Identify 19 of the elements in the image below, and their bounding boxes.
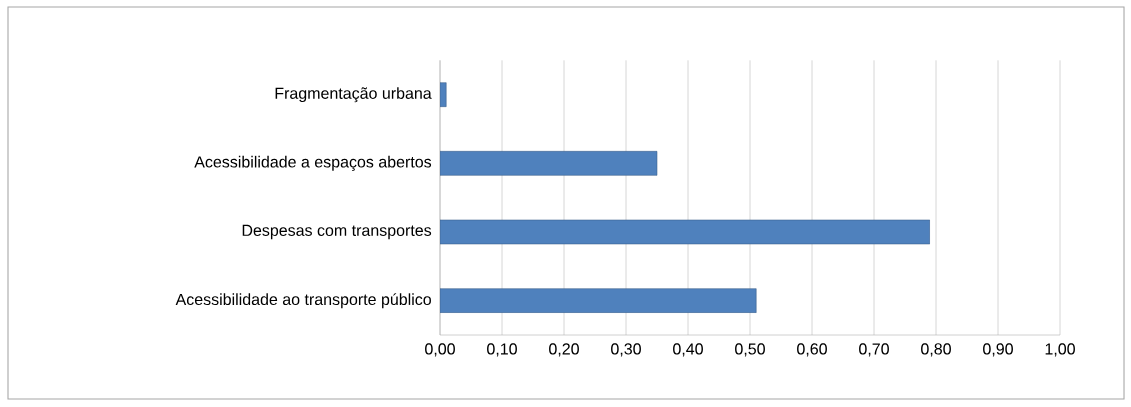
- x-tick-label: 0,90: [983, 343, 1013, 357]
- bar: [440, 288, 757, 313]
- x-tick-label: 0,20: [549, 343, 579, 357]
- bar: [440, 82, 447, 107]
- x-tick-label: 0,10: [487, 343, 517, 357]
- x-tick-label: 0,50: [735, 343, 765, 357]
- y-tick-label: Acessibilidade ao transporte público: [175, 293, 431, 309]
- x-tick-label: 0,70: [859, 343, 889, 357]
- x-tick-label: 1,00: [1045, 343, 1075, 357]
- x-tick-label: 0,80: [921, 343, 951, 357]
- y-tick-label: Fragmentação urbana: [275, 87, 432, 103]
- x-tick-label: 0,40: [673, 343, 703, 357]
- y-tick-label: Acessibilidade a espaços abertos: [194, 155, 432, 171]
- y-tick-label: Despesas com transportes: [242, 224, 432, 240]
- x-tick-label: 0,60: [797, 343, 827, 357]
- x-tick-label: 0,00: [425, 343, 455, 357]
- bar: [440, 219, 931, 245]
- x-tick-label: 0,30: [611, 343, 641, 357]
- bar: [440, 151, 658, 176]
